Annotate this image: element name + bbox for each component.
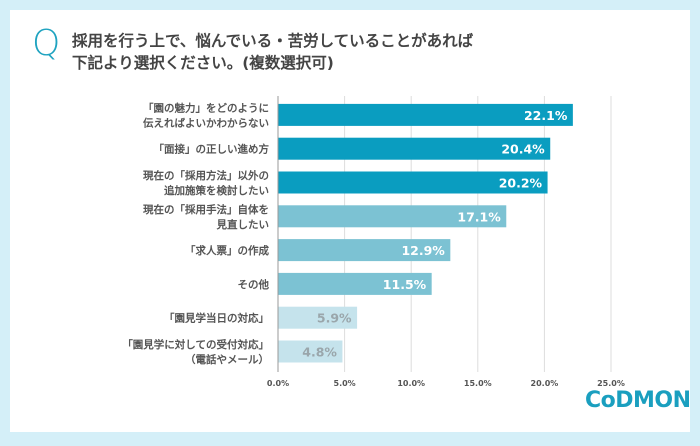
bar bbox=[278, 306, 358, 329]
category-label: 現在の「採用方法」以外の bbox=[143, 169, 269, 182]
x-tick-label: 15.0% bbox=[464, 379, 492, 388]
category-label: 「面接」の正しい進め方 bbox=[154, 143, 270, 156]
category-label: 追加施策を検討したい bbox=[164, 184, 269, 197]
data-label: 12.9% bbox=[401, 243, 445, 258]
category-label: （電話やメール） bbox=[185, 353, 269, 366]
data-label: 11.5% bbox=[383, 277, 427, 292]
title-line-1: 採用を行う上で、悩んでいる・苦労していることがあれば bbox=[72, 32, 474, 50]
bar bbox=[278, 272, 432, 295]
category-label: 「園見学当日の対応」 bbox=[164, 312, 269, 325]
category-label: 「園の魅力」をどのように bbox=[143, 101, 269, 114]
category-label: 現在の「採用手法」自体を bbox=[143, 203, 269, 216]
bar bbox=[278, 340, 343, 363]
title-line-2: 下記より選択ください。(複数選択可) bbox=[72, 54, 334, 72]
x-tick-label: 25.0% bbox=[597, 379, 625, 388]
x-tick-label: 5.0% bbox=[334, 379, 356, 388]
bar bbox=[278, 239, 451, 262]
category-label: 伝えればよいかわからない bbox=[143, 116, 269, 129]
category-label: その他 bbox=[238, 278, 270, 291]
bar bbox=[278, 205, 507, 228]
bar bbox=[278, 171, 548, 194]
bar bbox=[278, 137, 551, 160]
bar bbox=[278, 103, 573, 126]
category-label: 「求人票」の作成 bbox=[185, 244, 269, 257]
category-label: 「園見学に対しての受付対応」 bbox=[122, 338, 269, 351]
codmon-logo: CoDMON bbox=[585, 388, 691, 413]
data-label: 17.1% bbox=[457, 209, 501, 224]
question-mark: Q bbox=[32, 23, 61, 64]
category-label: 見直したい bbox=[216, 218, 270, 231]
data-label: 5.9% bbox=[317, 311, 352, 326]
x-tick-label: 10.0% bbox=[397, 379, 425, 388]
x-tick-label: 0.0% bbox=[267, 379, 289, 388]
data-label: 22.1% bbox=[524, 108, 568, 123]
data-label: 4.8% bbox=[302, 345, 337, 360]
data-label: 20.4% bbox=[501, 142, 545, 157]
x-tick-label: 20.0% bbox=[531, 379, 559, 388]
data-label: 20.2% bbox=[499, 176, 543, 191]
chart-title: 採用を行う上で、悩んでいる・苦労していることがあれば 下記より選択ください。(複… bbox=[72, 30, 473, 74]
